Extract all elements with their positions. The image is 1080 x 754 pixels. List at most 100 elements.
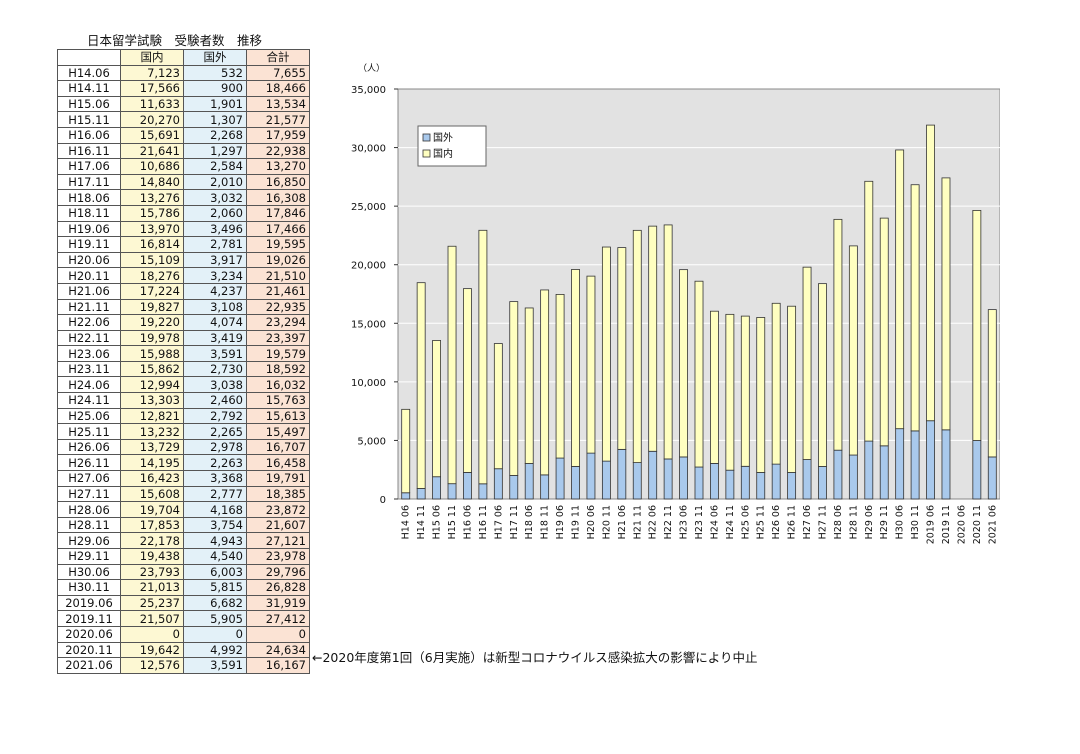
cell-domestic: 19,978 bbox=[120, 329, 184, 347]
cell-overseas: 1,307 bbox=[183, 111, 247, 128]
cell-overseas: 2,792 bbox=[183, 407, 247, 425]
x-tick-label: H21 11 bbox=[632, 505, 643, 539]
bar-domestic bbox=[540, 289, 550, 476]
cell-overseas: 1,901 bbox=[183, 95, 247, 113]
table-row: H30.06 23,793 6,003 29,796 bbox=[57, 563, 310, 581]
cell-total: 21,577 bbox=[246, 111, 310, 128]
header-domestic: 国内 bbox=[120, 49, 184, 66]
cell-total: 16,032 bbox=[246, 376, 310, 394]
cell-period: H25.11 bbox=[57, 423, 121, 440]
cell-period: H21.06 bbox=[57, 282, 121, 300]
cell-total: 22,938 bbox=[246, 142, 310, 160]
bar-overseas bbox=[679, 456, 688, 500]
y-tick-label: 35,000 bbox=[351, 85, 386, 96]
table-row: H15.11 20,270 1,307 21,577 bbox=[57, 111, 310, 128]
table-row: H21.06 17,224 4,237 21,461 bbox=[57, 282, 310, 300]
table-row: H18.06 13,276 3,032 16,308 bbox=[57, 189, 310, 206]
x-tick-label: H18 11 bbox=[540, 505, 551, 539]
cell-overseas: 3,591 bbox=[183, 657, 247, 674]
cell-total: 26,828 bbox=[246, 579, 310, 596]
cell-total: 17,846 bbox=[246, 204, 310, 222]
cell-overseas: 4,237 bbox=[183, 282, 247, 300]
y-unit-label: （人） bbox=[358, 63, 385, 74]
table-row: H27.11 15,608 2,777 18,385 bbox=[57, 485, 310, 503]
cell-total: 27,121 bbox=[246, 532, 310, 549]
cell-total: 31,919 bbox=[246, 594, 310, 612]
bar-domestic bbox=[617, 247, 627, 450]
cell-period: H23.11 bbox=[57, 360, 121, 378]
bar-overseas bbox=[694, 466, 704, 500]
cell-total: 16,308 bbox=[246, 189, 310, 206]
bar-domestic bbox=[818, 283, 827, 467]
table-row: H23.11 15,862 2,730 18,592 bbox=[57, 360, 310, 378]
table-row: H24.11 13,303 2,460 15,763 bbox=[57, 392, 310, 409]
table-row: H23.06 15,988 3,591 19,579 bbox=[57, 345, 310, 362]
cell-overseas: 2,460 bbox=[183, 392, 247, 409]
cell-overseas: 3,234 bbox=[183, 267, 247, 284]
cell-domestic: 13,276 bbox=[120, 189, 184, 206]
cell-total: 29,796 bbox=[246, 563, 310, 581]
bar-overseas bbox=[802, 459, 812, 500]
cell-domestic: 11,633 bbox=[120, 95, 184, 113]
cell-period: H28.06 bbox=[57, 501, 121, 518]
x-tick-label: H25 11 bbox=[756, 505, 767, 539]
cell-domestic: 15,608 bbox=[120, 485, 184, 503]
cell-domestic: 15,786 bbox=[120, 204, 184, 222]
cell-domestic: 19,220 bbox=[120, 314, 184, 331]
cell-total: 19,579 bbox=[246, 345, 310, 362]
bar-domestic bbox=[447, 245, 457, 485]
bar-overseas bbox=[571, 466, 580, 500]
bar-domestic bbox=[972, 210, 982, 441]
cell-period: H20.06 bbox=[57, 251, 121, 269]
table-row: H28.11 17,853 3,754 21,607 bbox=[57, 516, 310, 534]
bar-overseas bbox=[756, 472, 766, 500]
cell-overseas: 3,419 bbox=[183, 329, 247, 347]
header-total: 合計 bbox=[246, 49, 310, 66]
bar-domestic bbox=[601, 246, 611, 462]
cell-period: H29.11 bbox=[57, 548, 121, 565]
cell-period: H21.11 bbox=[57, 298, 121, 316]
bar-domestic bbox=[987, 309, 997, 458]
bar-domestic bbox=[679, 269, 688, 458]
bar-overseas bbox=[864, 440, 874, 500]
x-tick-label: H26 06 bbox=[771, 505, 782, 539]
cell-period: H16.11 bbox=[57, 142, 121, 160]
cell-overseas: 4,168 bbox=[183, 501, 247, 518]
header-period bbox=[57, 49, 121, 66]
table-row: H22.06 19,220 4,074 23,294 bbox=[57, 314, 310, 331]
cell-domestic: 22,178 bbox=[120, 532, 184, 549]
bar-overseas bbox=[710, 463, 719, 500]
cell-total: 16,850 bbox=[246, 173, 310, 191]
cell-domestic: 13,232 bbox=[120, 423, 184, 440]
table-row: H30.11 21,013 5,815 26,828 bbox=[57, 579, 310, 596]
bar-domestic bbox=[509, 301, 519, 476]
cell-domestic: 19,438 bbox=[120, 548, 184, 565]
legend-swatch-domestic bbox=[422, 149, 431, 158]
cell-period: H16.06 bbox=[57, 126, 121, 144]
cell-total: 19,595 bbox=[246, 236, 310, 253]
bar-domestic bbox=[710, 310, 719, 464]
x-tick-label: H19 06 bbox=[555, 505, 566, 539]
cell-period: H14.11 bbox=[57, 80, 121, 97]
cell-domestic: 19,704 bbox=[120, 501, 184, 518]
bar-overseas bbox=[416, 488, 426, 500]
bar-overseas bbox=[848, 454, 858, 500]
table-row: H29.06 22,178 4,943 27,121 bbox=[57, 532, 310, 549]
cell-period: H15.06 bbox=[57, 95, 121, 113]
x-tick-label: H30 06 bbox=[895, 505, 906, 539]
cell-domestic: 13,970 bbox=[120, 220, 184, 238]
table-row: H18.11 15,786 2,060 17,846 bbox=[57, 204, 310, 222]
table-row: H25.11 13,232 2,265 15,497 bbox=[57, 423, 310, 440]
x-tick-label: H17 11 bbox=[509, 505, 520, 539]
cell-period: 2021.06 bbox=[57, 657, 121, 674]
cell-total: 16,458 bbox=[246, 454, 310, 472]
cell-overseas: 2,978 bbox=[183, 438, 247, 456]
cell-domestic: 18,276 bbox=[120, 267, 184, 284]
x-tick-label: H28 11 bbox=[848, 505, 859, 539]
bar-domestic bbox=[756, 317, 766, 473]
cell-overseas: 2,777 bbox=[183, 485, 247, 503]
bar-overseas bbox=[617, 448, 627, 500]
bar-domestic bbox=[879, 217, 889, 447]
bar-domestic bbox=[555, 293, 565, 459]
bar-domestic bbox=[771, 302, 781, 465]
